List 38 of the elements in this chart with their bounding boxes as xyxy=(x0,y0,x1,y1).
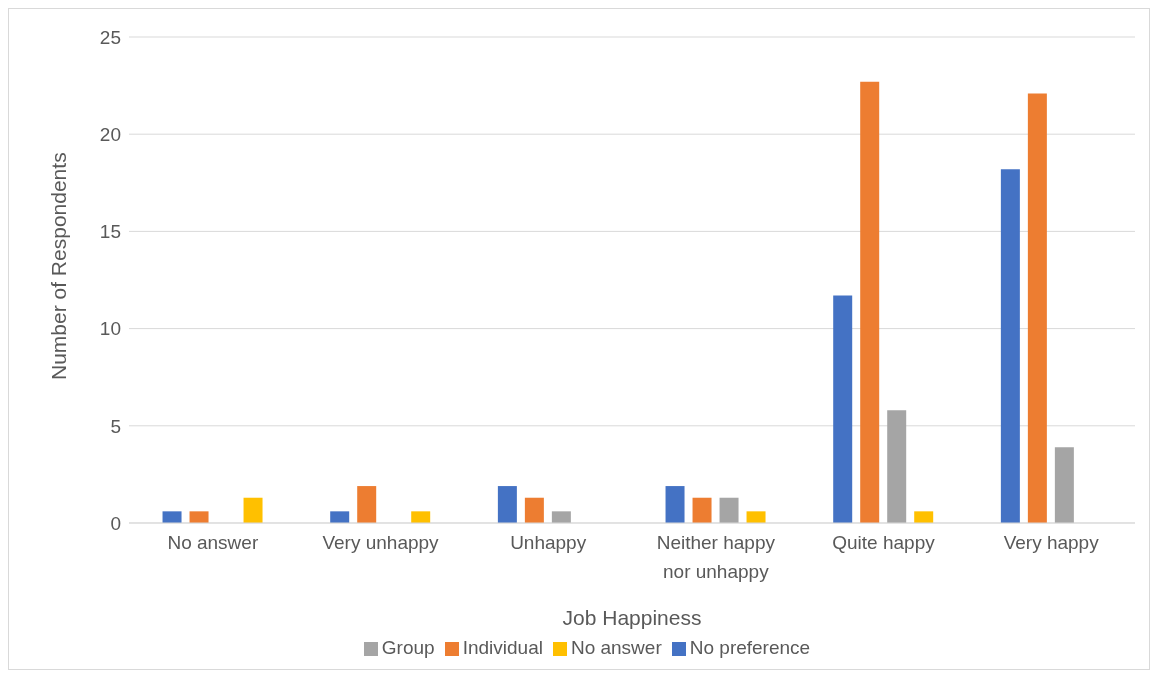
bar xyxy=(860,81,880,523)
y-tick-label: 20 xyxy=(99,123,121,145)
y-tick-label: 25 xyxy=(99,26,121,48)
bar xyxy=(411,511,431,523)
x-tick-label: No answer xyxy=(167,532,259,553)
y-axis-title: Number of Respondents xyxy=(47,152,71,380)
bar xyxy=(914,511,934,523)
bar xyxy=(692,497,712,523)
bar xyxy=(1054,447,1074,523)
x-tick-label: Unhappy xyxy=(510,532,587,553)
bar xyxy=(497,486,517,523)
bar xyxy=(162,511,182,523)
x-tick-label: Quite happy xyxy=(832,532,936,553)
y-tick-label: 15 xyxy=(99,221,121,243)
bar xyxy=(1000,169,1020,523)
bar xyxy=(330,511,350,523)
bar xyxy=(357,486,377,523)
legend-label: Group xyxy=(381,637,435,658)
x-tick-label: Neither happy nor unhappy xyxy=(656,532,776,582)
bar xyxy=(243,497,263,523)
x-axis-title: Job Happiness xyxy=(562,606,702,629)
bar xyxy=(887,410,907,523)
legend-label: No preference xyxy=(689,637,811,658)
bar xyxy=(746,511,766,523)
legend-label: Individual xyxy=(462,637,543,658)
y-tick-label: 0 xyxy=(110,512,121,534)
bar xyxy=(665,486,685,523)
bar xyxy=(189,511,209,523)
y-tick-label: 5 xyxy=(110,415,121,437)
bar xyxy=(524,497,544,523)
bar xyxy=(833,295,853,523)
y-tick-label: 10 xyxy=(99,318,121,340)
x-tick-label: Very happy xyxy=(1003,532,1100,553)
legend-label: No answer xyxy=(570,637,662,658)
bar xyxy=(1027,93,1047,523)
bar xyxy=(551,511,571,523)
x-tick-label: Very unhappy xyxy=(322,532,440,553)
bar xyxy=(719,497,739,523)
